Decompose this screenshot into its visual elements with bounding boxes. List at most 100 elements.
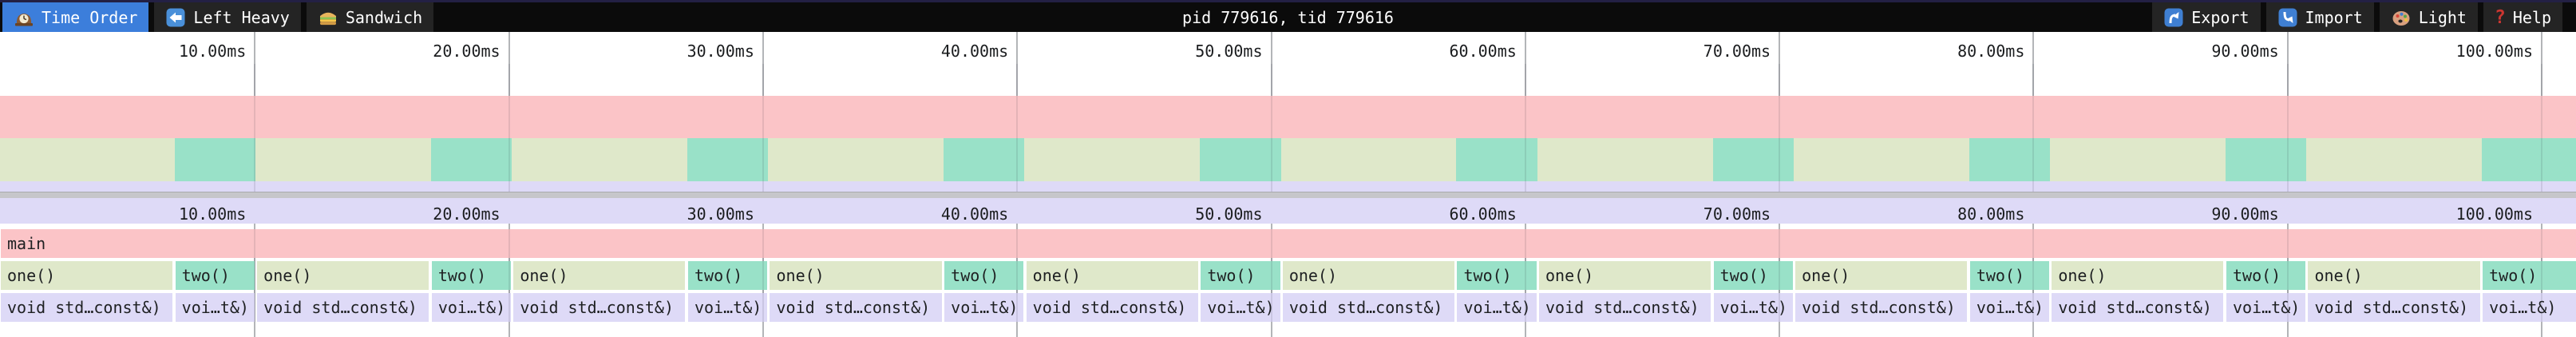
frame-one[interactable]: one(): [513, 261, 686, 290]
frame-two-child[interactable]: voi…t&): [1201, 293, 1280, 322]
minimap-band-one: [0, 138, 2576, 181]
ruler-label: 20.00ms: [433, 204, 501, 224]
tab-sandwich[interactable]: Sandwich: [306, 2, 434, 32]
frame-one[interactable]: one(): [2052, 261, 2224, 290]
help-button[interactable]: Help: [2483, 2, 2562, 32]
frame-one[interactable]: one(): [1, 261, 173, 290]
import-button[interactable]: Import: [2265, 2, 2374, 32]
tab-label: Left Heavy: [193, 7, 290, 27]
frame-two[interactable]: two(): [1713, 261, 1793, 290]
ruler-label: 30.00ms: [687, 42, 754, 61]
gridline-overlay: [254, 64, 256, 192]
ruler-label: 30.00ms: [687, 204, 754, 224]
tab-time-order[interactable]: Time Order: [2, 2, 149, 32]
ruler-label: 10.00ms: [179, 204, 247, 224]
frame-one[interactable]: one(): [2308, 261, 2480, 290]
ruler-label: 40.00ms: [940, 42, 1009, 61]
tab-label: Sandwich: [345, 7, 423, 27]
frame-one-child[interactable]: void std…const&): [1795, 293, 1968, 322]
minimap-frame-two: [2225, 138, 2307, 181]
frame-two-child[interactable]: voi…t&): [688, 293, 768, 322]
profile-title: pid 779616, tid 779616: [1182, 7, 1394, 27]
frame-two-child[interactable]: voi…t&): [1969, 293, 2050, 322]
frame-one[interactable]: one(): [1538, 261, 1711, 290]
frame-one[interactable]: one(): [1282, 261, 1454, 290]
tab-label: Time Order: [42, 7, 138, 27]
frame-two-child[interactable]: voi…t&): [431, 293, 512, 322]
frame-one[interactable]: one(): [1795, 261, 1968, 290]
ruler-label: 90.00ms: [2211, 204, 2279, 224]
frame-one-child[interactable]: void std…const&): [1, 293, 173, 322]
light-button[interactable]: Light: [2379, 2, 2478, 32]
minimap[interactable]: [0, 32, 2576, 224]
frame-one-child[interactable]: void std…const&): [2308, 293, 2480, 322]
ruler-label: 90.00ms: [2211, 42, 2279, 61]
frame-two[interactable]: two(): [1457, 261, 1537, 290]
minimap-frame-two: [1200, 138, 1281, 181]
ruler-label: 40.00ms: [940, 204, 1009, 224]
gridline-overlay: [2032, 229, 2035, 322]
frame-two[interactable]: two(): [175, 261, 255, 290]
gridline-overlay: [1016, 229, 1019, 322]
frame-two[interactable]: two(): [431, 261, 512, 290]
minimap-divider[interactable]: [0, 192, 2576, 198]
gridline-overlay: [1016, 64, 1019, 192]
frame-one-child[interactable]: void std…const&): [1026, 293, 1198, 322]
frame-two[interactable]: two(): [1969, 261, 2050, 290]
frame-two[interactable]: two(): [2226, 261, 2306, 290]
ruler-label: 50.00ms: [1195, 42, 1263, 61]
ruler-label: 100.00ms: [2455, 204, 2533, 224]
frame-two[interactable]: two(): [688, 261, 768, 290]
gridline-overlay: [2032, 64, 2035, 192]
gridline-overlay: [1779, 64, 1781, 192]
help-icon: [2495, 7, 2506, 28]
ruler-label: 20.00ms: [433, 42, 501, 61]
frame-main[interactable]: main: [1, 229, 2576, 258]
ruler-label: 60.00ms: [1449, 42, 1517, 61]
frame-one[interactable]: one(): [1026, 261, 1198, 290]
ruler-label: 80.00ms: [1957, 42, 2025, 61]
gridline-overlay: [2286, 229, 2289, 322]
frame-one[interactable]: one(): [770, 261, 942, 290]
button-label: Light: [2418, 7, 2467, 27]
ruler-label: 60.00ms: [1449, 204, 1517, 224]
frame-two[interactable]: two(): [944, 261, 1024, 290]
gridline-overlay: [1270, 229, 1272, 322]
gridline-overlay: [254, 229, 256, 322]
frame-two-child[interactable]: voi…t&): [1457, 293, 1537, 322]
frame-two-child[interactable]: voi…t&): [175, 293, 255, 322]
tab-left-heavy[interactable]: Left Heavy: [154, 2, 301, 32]
clock-icon: [14, 7, 34, 28]
frame-one-child[interactable]: void std…const&): [257, 293, 429, 322]
ruler-label: 70.00ms: [1703, 42, 1771, 61]
frame-one[interactable]: one(): [257, 261, 429, 290]
toolbar: Time Order Left Heavy Sandwich pid 779616,…: [0, 2, 2576, 32]
frame-two-child[interactable]: voi…t&): [1713, 293, 1793, 322]
frame-one-child[interactable]: void std…const&): [1538, 293, 1711, 322]
gridline-overlay: [508, 64, 510, 192]
frame-two-child[interactable]: voi…t&): [2483, 293, 2576, 322]
minimap-frame-two: [1969, 138, 2051, 181]
frame-two[interactable]: two(): [1201, 261, 1280, 290]
button-label: Import: [2305, 7, 2363, 27]
button-label: Help: [2512, 7, 2551, 27]
frame-one-child[interactable]: void std…const&): [513, 293, 686, 322]
export-icon: [2163, 7, 2184, 28]
toolbar-actions: Export Import Light Help: [2152, 2, 2562, 32]
frame-one-child[interactable]: void std…const&): [2052, 293, 2224, 322]
ruler-label: 70.00ms: [1703, 204, 1771, 224]
gridline-overlay: [2541, 229, 2542, 322]
import-icon: [2277, 7, 2298, 28]
minimap-band-main: [0, 96, 2576, 138]
frame-one-child[interactable]: void std…const&): [1282, 293, 1454, 322]
minimap-frame-two: [687, 138, 769, 181]
view-tabs: Time Order Left Heavy Sandwich: [0, 2, 434, 32]
button-label: Export: [2191, 7, 2250, 27]
gridline-overlay: [1524, 64, 1526, 192]
frame-two-child[interactable]: voi…t&): [944, 293, 1024, 322]
export-button[interactable]: Export: [2152, 2, 2261, 32]
ruler-label: 10.00ms: [179, 42, 247, 61]
frame-two-child[interactable]: voi…t&): [2226, 293, 2306, 322]
frame-one-child[interactable]: void std…const&): [770, 293, 942, 322]
frame-two[interactable]: two(): [2483, 261, 2576, 290]
